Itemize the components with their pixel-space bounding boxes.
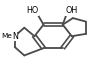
Text: HO: HO xyxy=(26,6,39,15)
Text: Me: Me xyxy=(1,33,12,39)
Text: OH: OH xyxy=(65,6,77,15)
Text: N: N xyxy=(12,32,17,41)
